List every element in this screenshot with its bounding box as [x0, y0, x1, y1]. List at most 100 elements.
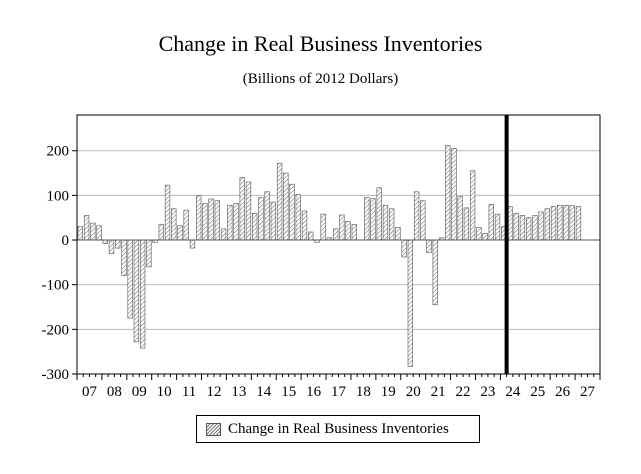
x-tick-label: 11 — [182, 384, 196, 400]
x-tick-label: 13 — [231, 384, 246, 400]
x-tick-label: 08 — [107, 384, 122, 400]
bar — [382, 204, 389, 241]
bar — [445, 145, 451, 241]
bar — [563, 204, 569, 241]
legend-swatch — [206, 423, 221, 436]
bar — [432, 239, 438, 306]
bar — [519, 215, 526, 241]
plot-frame — [76, 114, 601, 375]
x-tick-label: 17 — [331, 384, 347, 400]
x-tick-label: 24 — [505, 384, 521, 400]
bar — [345, 220, 351, 241]
bar — [469, 170, 476, 241]
x-tick-label: 23 — [480, 384, 495, 400]
bar — [245, 181, 252, 241]
bar — [426, 239, 432, 253]
y-axis: 200 100 0 -100 -200 -300 — [42, 144, 77, 383]
bar — [227, 204, 233, 241]
bar — [339, 214, 345, 241]
y-tick-label: -200 — [42, 322, 70, 338]
bar — [413, 191, 420, 241]
bar — [525, 217, 532, 241]
bar — [532, 215, 538, 241]
gridlines — [77, 150, 600, 375]
x-tick-label: 14 — [256, 384, 272, 400]
bar — [395, 227, 401, 241]
bar — [214, 200, 221, 241]
bar — [177, 225, 183, 241]
bar — [364, 197, 370, 241]
bar — [220, 228, 227, 241]
bar — [102, 239, 108, 244]
bar — [252, 212, 258, 241]
x-tick-label: 16 — [306, 384, 322, 400]
x-tick-label: 22 — [456, 384, 471, 400]
bar — [569, 205, 575, 241]
y-tick-label: -100 — [42, 278, 70, 294]
bar — [295, 194, 301, 241]
bar — [270, 201, 277, 241]
bar — [457, 196, 463, 241]
chart-title: Change in Real Business Inventories — [158, 31, 483, 56]
bar — [208, 198, 214, 241]
x-tick-label: 25 — [530, 384, 545, 400]
y-tick-label: 200 — [47, 144, 70, 160]
x-tick-label: 09 — [132, 384, 147, 400]
bar — [451, 148, 457, 241]
bar — [308, 231, 314, 241]
y-tick-label: 100 — [47, 188, 70, 204]
bar — [557, 204, 563, 241]
x-tick-label: 20 — [406, 384, 421, 400]
bar — [301, 210, 308, 241]
bar — [370, 198, 376, 241]
bar — [544, 208, 550, 241]
y-tick-label: 0 — [62, 233, 70, 249]
bar — [202, 203, 208, 241]
bar — [389, 208, 395, 241]
bar — [407, 239, 414, 367]
bar — [171, 208, 177, 241]
bar — [133, 239, 140, 343]
bar — [239, 177, 245, 241]
y-tick-label: -300 — [42, 367, 70, 383]
bar — [476, 227, 482, 241]
bar — [164, 184, 171, 241]
bar — [482, 233, 488, 241]
bar — [550, 206, 557, 241]
bar — [127, 239, 133, 319]
bar — [115, 239, 121, 249]
bar — [90, 222, 96, 241]
bar — [276, 162, 283, 241]
bar — [513, 212, 519, 241]
x-tick-label: 15 — [281, 384, 296, 400]
bar — [575, 206, 582, 241]
x-tick-label: 27 — [580, 384, 596, 400]
bar — [488, 204, 494, 241]
bar — [494, 213, 501, 241]
bar — [538, 211, 544, 241]
bar — [83, 215, 90, 241]
bar — [320, 213, 326, 241]
bar — [195, 195, 202, 241]
bar — [96, 225, 102, 241]
bar — [183, 209, 189, 241]
bar — [139, 239, 146, 349]
x-axis: 07 08 09 10 11 12 13 14 15 16 17 18 19 20 21 22 23 24 25 26… — [76, 374, 601, 400]
legend: Change in Real Business Inventories — [196, 415, 480, 443]
bar — [146, 239, 152, 268]
x-tick-label: 18 — [356, 384, 371, 400]
bar — [289, 183, 295, 241]
bar — [233, 203, 239, 241]
chart-subtitle: (Billions of 2012 Dollars) — [242, 71, 399, 87]
bar — [283, 172, 289, 241]
x-tick-label: 12 — [206, 384, 221, 400]
legend-label: Change in Real Business Inventories — [228, 421, 449, 437]
x-tick-label: 10 — [157, 384, 172, 400]
bar — [376, 187, 382, 241]
x-tick-label: 26 — [555, 384, 571, 400]
bar — [258, 197, 264, 241]
bar — [121, 239, 127, 277]
bar — [108, 239, 115, 254]
bar — [264, 191, 270, 241]
